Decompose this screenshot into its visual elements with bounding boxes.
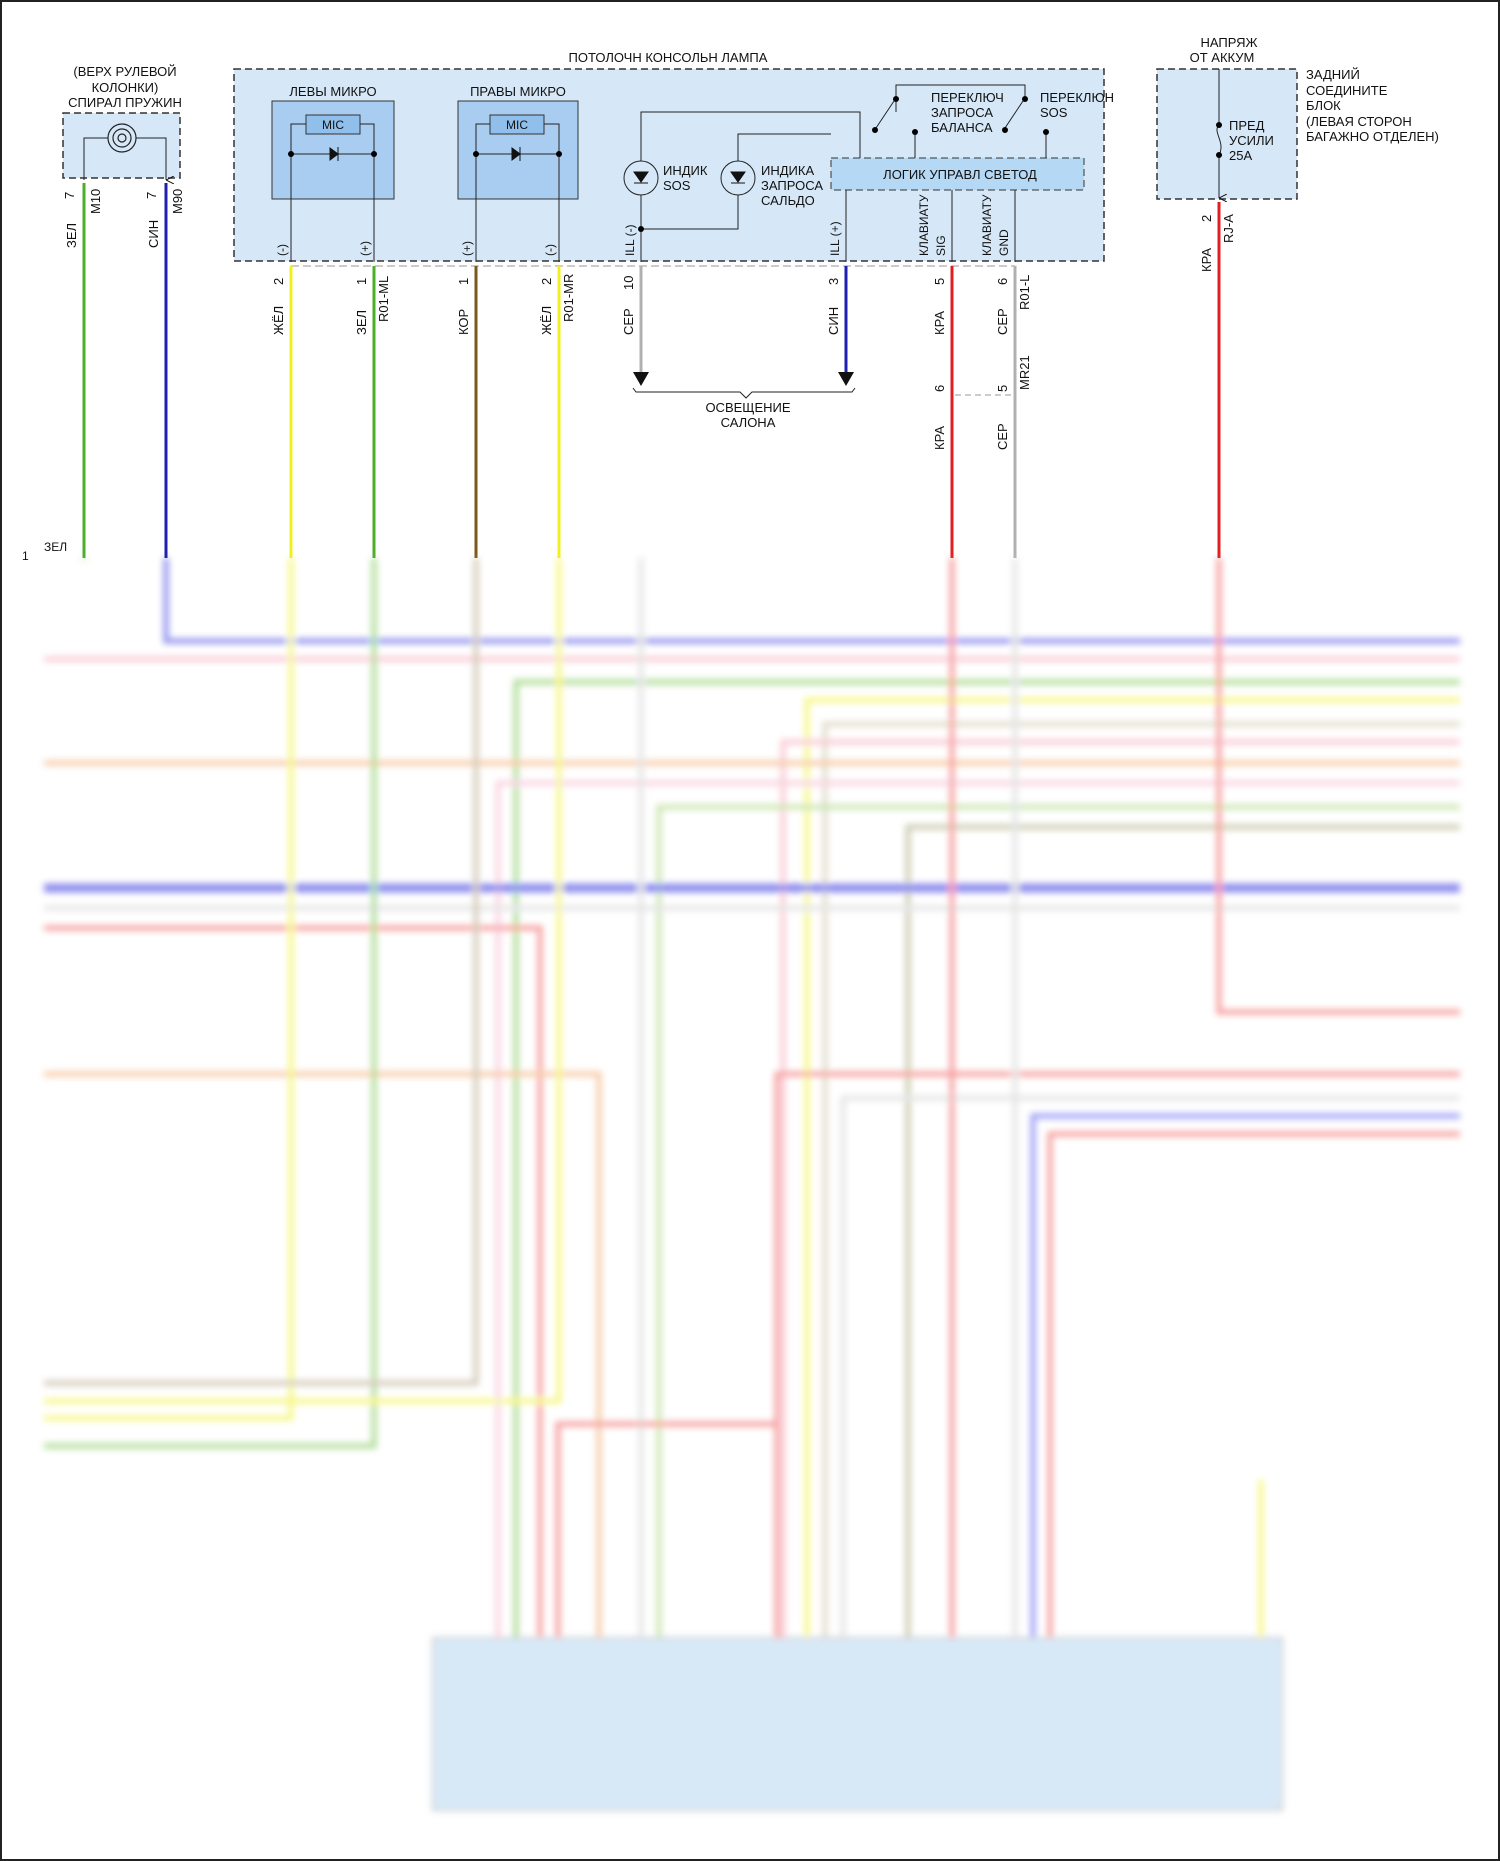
wire-color-label: ЖЁЛ (271, 306, 286, 335)
connector-label: R01-L (1017, 275, 1032, 310)
clock-spring-title: КОЛОНКИ) (92, 80, 159, 95)
ground-label: САЛОНА (721, 415, 776, 430)
clock-spring-title: (ВЕРХ РУЛЕВОЙ (73, 64, 176, 79)
connector-label: M10 (88, 189, 103, 214)
pin-label: GND (997, 229, 1011, 256)
pin-label: (-) (543, 244, 557, 256)
balance-switch-label: ЗАПРОСА (931, 105, 993, 120)
pin-number: 2 (539, 278, 554, 285)
pin-label: КЛАВИАТУ (917, 194, 931, 256)
blurred-lower-diagram (44, 558, 1460, 1811)
wire-color-label: СИН (146, 220, 161, 248)
junction-label: БЛОК (1306, 98, 1341, 113)
junction-label: ЗАДНИЙ (1306, 67, 1360, 82)
right-mic-chip: MIC (506, 118, 528, 132)
sos-indicator-label: SOS (663, 178, 691, 193)
wire-color-label: ЗЕЛ (44, 540, 67, 554)
pin-number: 1 (22, 549, 29, 563)
console-lamp-title: ПОТОЛОЧН КОНСОЛЬН ЛАМПА (569, 50, 768, 65)
pin-label: ILL (+) (828, 221, 842, 256)
pin-number: 5 (932, 278, 947, 285)
wire-color-label: ЖЁЛ (539, 306, 554, 335)
pin-number: 3 (826, 278, 841, 285)
left-mic-chip: MIC (322, 118, 344, 132)
pin-label: (+) (358, 241, 372, 256)
clock-spring: (ВЕРХ РУЛЕВОЙ КОЛОНКИ) СПИРАЛ ПРУЖИН 7 M… (62, 64, 185, 558)
ground-arrow-icon (633, 372, 854, 386)
connector-label: R01-ML (376, 276, 391, 322)
wire-color-label: ЗЕЛ (354, 310, 369, 335)
wire-color-label: КОР (456, 309, 471, 335)
junction-label: БАГАЖНО ОТДЕЛЕН) (1306, 129, 1439, 144)
connector-label: MR21 (1017, 355, 1032, 390)
wire-color-label: СИН (826, 307, 841, 335)
clock-spring-title: СПИРАЛ ПРУЖИН (68, 95, 182, 110)
wire-color-label: СЕР (995, 308, 1010, 335)
balance-switch-label: ПЕРЕКЛЮЧ (931, 90, 1004, 105)
junction-label: (ЛЕВАЯ СТОРОН (1306, 114, 1412, 129)
ground-label: ОСВЕЩЕНИЕ (705, 400, 790, 415)
pin-label: (+) (460, 241, 474, 256)
zener-diode-icon (511, 147, 521, 161)
wire-color-label: СЕР (621, 308, 636, 335)
pin-label: SIG (934, 235, 948, 256)
sos-indicator-label: ИНДИК (663, 163, 708, 178)
balance-indicator-label: ИНДИКА (761, 163, 814, 178)
pin-number: 10 (621, 276, 636, 290)
pin-label: КЛАВИАТУ (980, 194, 994, 256)
wire-color-label: ЗЕЛ (64, 223, 79, 248)
pin-number: 6 (995, 278, 1010, 285)
junction-label: СОЕДИНИТЕ (1306, 83, 1388, 98)
pin-number: 2 (1199, 215, 1214, 222)
pin-label: (-) (275, 244, 289, 256)
fuse-label: УСИЛИ (1229, 133, 1274, 148)
balance-switch-label: БАЛАНСА (931, 120, 993, 135)
pin-number: 7 (144, 192, 159, 199)
led-logic-box (830, 157, 1085, 191)
wire-color-label: КРА (1199, 248, 1214, 272)
battery-title: НАПРЯЖ (1200, 35, 1257, 50)
wire-color-label: СЕР (995, 423, 1010, 450)
sos-switch-label: ПЕРЕКЛЮН (1040, 90, 1114, 105)
zener-diode-icon (329, 147, 339, 161)
pin-number: 1 (456, 278, 471, 285)
fuse-label: ПРЕД (1229, 118, 1265, 133)
junction-box (1156, 68, 1298, 200)
rear-junction-block: НАПРЯЖ ОТ АККУМ ЗАДНИЙ СОЕДИНИТЕ БЛОК (Л… (1156, 35, 1439, 558)
wire-color-label: КРА (932, 311, 947, 335)
wire-color-label: КРА (932, 426, 947, 450)
overhead-console-lamp: ПОТОЛОЧН КОНСОЛЬН ЛАМПА ЛЕВЫ МИКРО MIC П… (233, 50, 1114, 558)
pin-label: ILL (-) (623, 224, 637, 256)
connector-label: R01-MR (561, 274, 576, 322)
battery-title: ОТ АККУМ (1190, 50, 1255, 65)
connector-label: RJ-A (1221, 214, 1236, 243)
pin-number: 7 (62, 192, 77, 199)
balance-indicator-label: ЗАПРОСА (761, 178, 823, 193)
left-mic-title: ЛЕВЫ МИКРО (289, 84, 376, 99)
right-mic-title: ПРАВЫ МИКРО (470, 84, 566, 99)
sos-switch-label: SOS (1040, 105, 1068, 120)
led-logic-label: ЛОГИК УПРАВЛ СВЕТОД (883, 167, 1037, 182)
pin-number: 1 (354, 278, 369, 285)
fuse-label: 25А (1229, 148, 1252, 163)
balance-indicator-label: САЛЬДО (761, 193, 815, 208)
pin-number: 5 (995, 385, 1010, 392)
pin-number: 2 (271, 278, 286, 285)
connector-label: M90 (170, 189, 185, 214)
ground-brace (632, 387, 856, 399)
clock-spring-box (62, 112, 181, 179)
pin-number: 6 (932, 385, 947, 392)
